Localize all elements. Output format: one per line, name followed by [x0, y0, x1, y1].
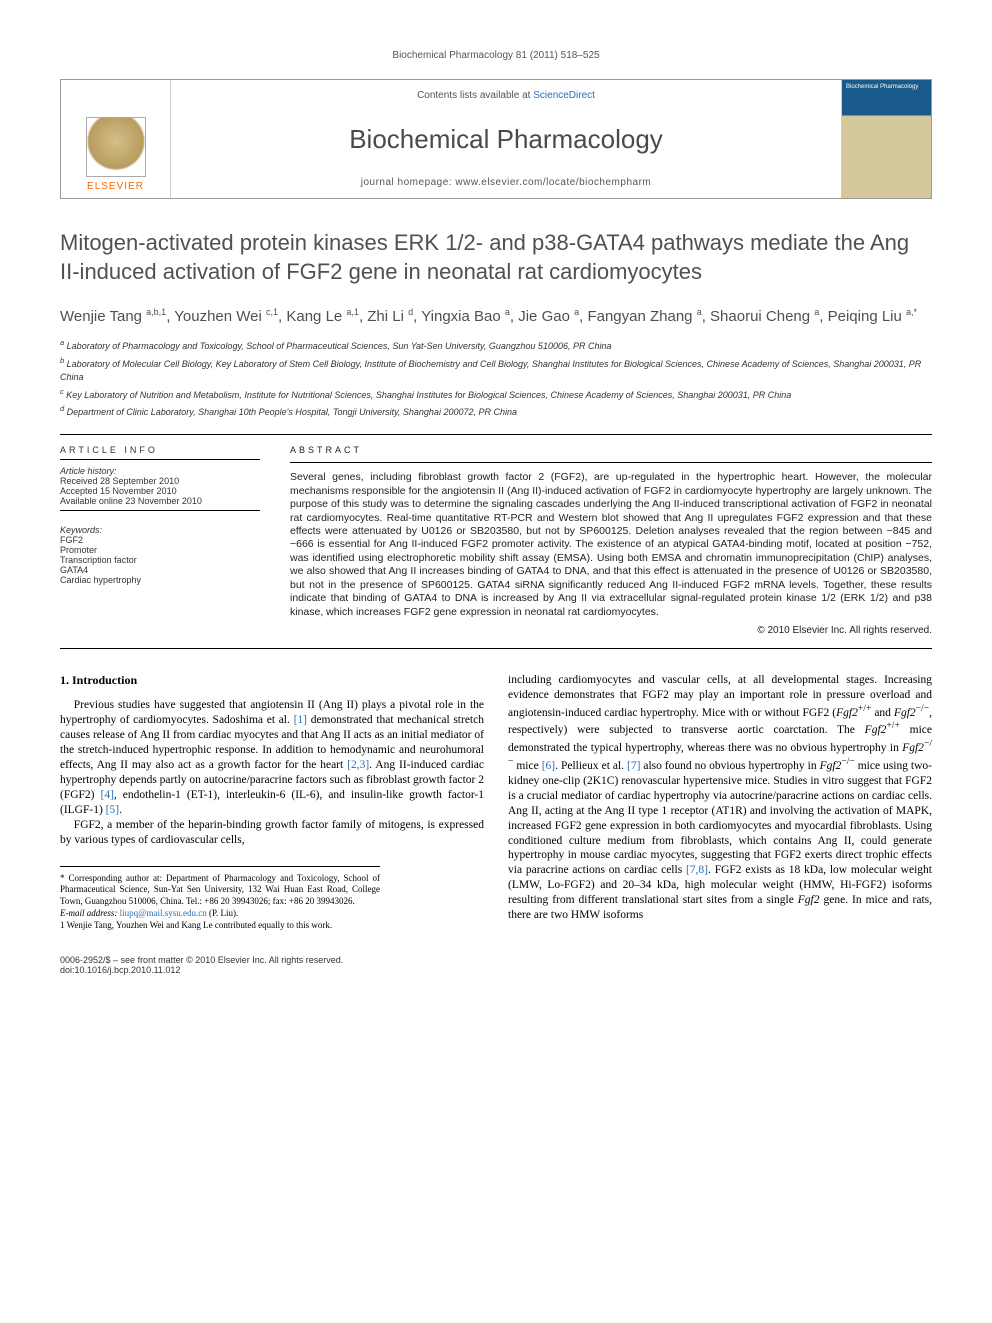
info-rule-2 [60, 510, 260, 511]
abstract-text: Several genes, including fibroblast grow… [290, 471, 932, 619]
sciencedirect-link[interactable]: ScienceDirect [533, 90, 595, 101]
contents-prefix: Contents lists available at [417, 90, 533, 101]
journal-cover-thumbnail [841, 80, 931, 198]
homepage-url[interactable]: www.elsevier.com/locate/biochempharm [455, 177, 651, 188]
publisher-name: ELSEVIER [87, 181, 144, 192]
rule-bottom [60, 648, 932, 649]
email-tail: (P. Liu). [207, 908, 239, 918]
info-rule [60, 459, 260, 460]
keyword: Promoter [60, 545, 260, 555]
email-link[interactable]: liupq@mail.sysu.edu.cn [120, 908, 207, 918]
article-info-column: ARTICLE INFO Article history: Received 2… [60, 445, 260, 638]
running-head: Biochemical Pharmacology 81 (2011) 518–5… [60, 50, 932, 61]
footer-front-matter: 0006-2952/$ – see front matter © 2010 El… [60, 955, 932, 975]
banner-center: Contents lists available at ScienceDirec… [171, 80, 841, 198]
keywords-label: Keywords: [60, 525, 260, 535]
article-info-heading: ARTICLE INFO [60, 445, 260, 455]
keyword: Cardiac hypertrophy [60, 575, 260, 585]
abstract-copyright: © 2010 Elsevier Inc. All rights reserved… [290, 625, 932, 638]
accepted-date: Accepted 15 November 2010 [60, 486, 260, 496]
footnotes: * Corresponding author at: Department of… [60, 866, 380, 931]
intro-p2: FGF2, a member of the heparin-binding gr… [60, 818, 484, 848]
body-col-left: 1. Introduction Previous studies have su… [60, 673, 484, 931]
affiliation-line: b Laboratory of Molecular Cell Biology, … [60, 355, 932, 385]
affiliations: a Laboratory of Pharmacology and Toxicol… [60, 337, 932, 420]
elsevier-tree-icon [86, 117, 146, 177]
keyword: GATA4 [60, 565, 260, 575]
abstract-rule [290, 462, 932, 463]
publisher-logo: ELSEVIER [61, 80, 171, 198]
body-col-right: including cardiomyocytes and vascular ce… [508, 673, 932, 931]
journal-banner: ELSEVIER Contents lists available at Sci… [60, 79, 932, 199]
corresponding-author: * Corresponding author at: Department of… [60, 873, 380, 908]
online-date: Available online 23 November 2010 [60, 496, 260, 506]
equal-contribution: 1 Wenjie Tang, Youzhen Wei and Kang Le c… [60, 920, 380, 932]
authors: Wenjie Tang a,b,1, Youzhen Wei c,1, Kang… [60, 306, 932, 327]
section-heading: 1. Introduction [60, 673, 484, 689]
contents-line: Contents lists available at ScienceDirec… [417, 90, 595, 101]
keyword: Transcription factor [60, 555, 260, 565]
journal-name: Biochemical Pharmacology [349, 124, 663, 155]
keyword: FGF2 [60, 535, 260, 545]
homepage-line: journal homepage: www.elsevier.com/locat… [361, 177, 651, 188]
affiliation-line: d Department of Clinic Laboratory, Shang… [60, 403, 932, 420]
intro-p1: Previous studies have suggested that ang… [60, 698, 484, 818]
affiliation-line: c Key Laboratory of Nutrition and Metabo… [60, 386, 932, 403]
body-columns: 1. Introduction Previous studies have su… [60, 673, 932, 931]
abstract-column: ABSTRACT Several genes, including fibrob… [290, 445, 932, 638]
abstract-heading: ABSTRACT [290, 445, 932, 457]
rule-top [60, 434, 932, 435]
homepage-prefix: journal homepage: [361, 177, 456, 188]
email-label: E-mail address: [60, 908, 120, 918]
received-date: Received 28 September 2010 [60, 476, 260, 486]
affiliation-line: a Laboratory of Pharmacology and Toxicol… [60, 337, 932, 354]
history-label: Article history: [60, 466, 260, 476]
doi-line: doi:10.1016/j.bcp.2010.11.012 [60, 965, 932, 975]
email-line: E-mail address: liupq@mail.sysu.edu.cn (… [60, 908, 380, 920]
article-title: Mitogen-activated protein kinases ERK 1/… [60, 229, 932, 286]
intro-col2-p1: including cardiomyocytes and vascular ce… [508, 673, 932, 923]
issn-line: 0006-2952/$ – see front matter © 2010 El… [60, 955, 932, 965]
